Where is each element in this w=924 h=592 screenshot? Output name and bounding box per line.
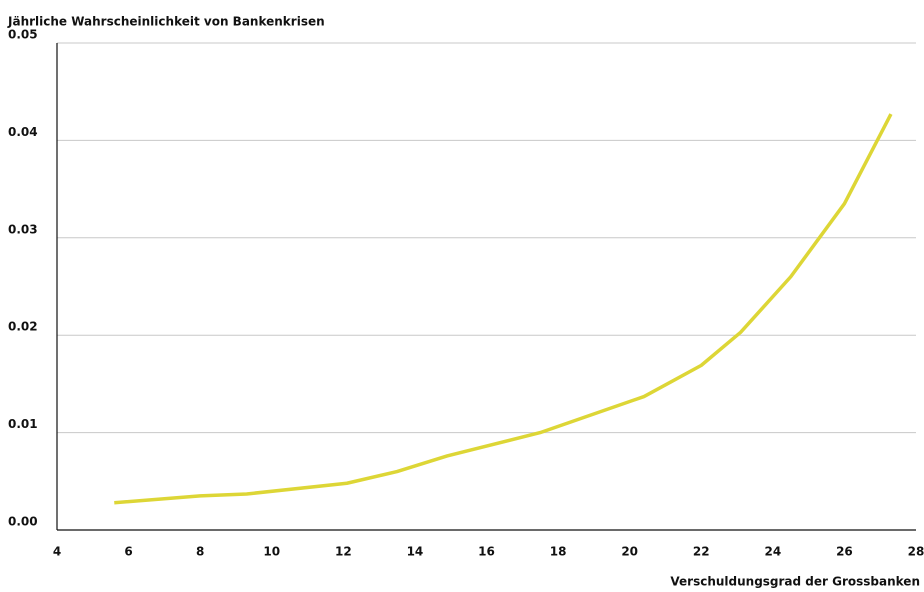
- y-tick-label: 0.02: [8, 320, 38, 334]
- x-tick-label: 24: [764, 545, 781, 559]
- x-tick-label: 22: [693, 545, 710, 559]
- x-tick-label: 12: [335, 545, 352, 559]
- x-tick-label: 28: [908, 545, 924, 559]
- y-tick-label: 0.05: [8, 28, 38, 42]
- y-tick-label: 0.03: [8, 222, 38, 236]
- y-tick-label: 0.04: [8, 125, 38, 139]
- x-tick-label: 10: [263, 545, 280, 559]
- x-tick-label: 20: [621, 545, 638, 559]
- y-tick-label: 0.01: [8, 417, 38, 431]
- x-tick-label: 18: [550, 545, 567, 559]
- x-tick-label: 14: [407, 545, 424, 559]
- x-tick-label: 26: [836, 545, 853, 559]
- x-axis-label: Verschuldungsgrad der Grossbanken: [670, 575, 920, 589]
- x-tick-label: 4: [53, 545, 61, 559]
- data-line: [114, 113, 893, 505]
- x-tick-label: 8: [196, 545, 204, 559]
- chart-title: Jährliche Wahrscheinlichkeit von Bankenk…: [7, 15, 325, 29]
- x-tick-label: 6: [124, 545, 132, 559]
- y-tick-label: 0.00: [8, 515, 38, 529]
- x-tick-label: 16: [478, 545, 495, 559]
